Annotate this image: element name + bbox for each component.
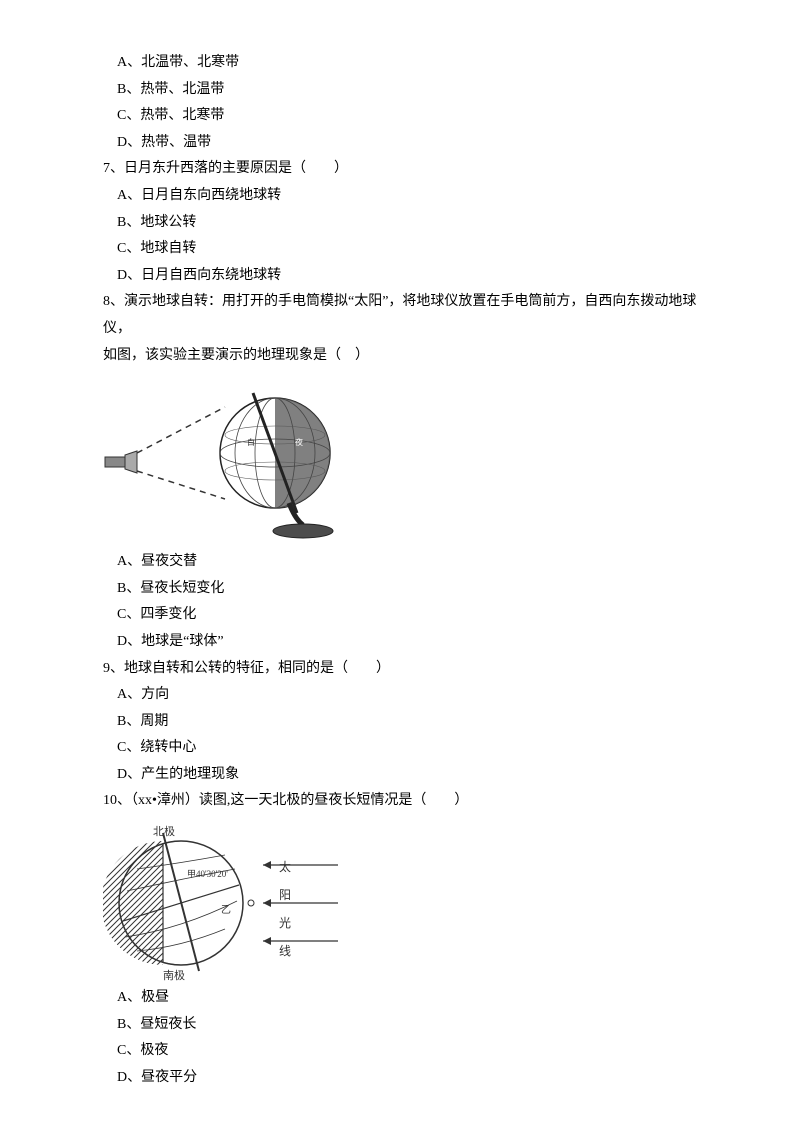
q9-stem: 9、地球自转和公转的特征，相同的是（ ） xyxy=(95,656,705,683)
q10-option-a: A、极昼 xyxy=(95,985,705,1012)
q9-option-c: C、绕转中心 xyxy=(95,735,705,762)
q6-option-d: D、热带、温带 xyxy=(95,130,705,157)
q6-option-c: C、热带、北寒带 xyxy=(95,103,705,130)
q8-stem-line1: 8、演示地球自转：用打开的手电筒模拟“太阳”，将地球仪放置在手电筒前方，自西向东… xyxy=(95,289,705,342)
label-south-pole: 南极 xyxy=(163,968,185,981)
svg-text:乙: 乙 xyxy=(221,904,231,916)
svg-text:夜: 夜 xyxy=(295,437,303,447)
q6-option-b: B、热带、北温带 xyxy=(95,77,705,104)
q8-figure: 白 夜 xyxy=(103,375,705,545)
q7-option-c: C、地球自转 xyxy=(95,236,705,263)
q10-figure: 甲40'30'20' 乙 北极 南极 太 阳 光 线 xyxy=(103,821,705,981)
earth-sunlight-diagram: 甲40'30'20' 乙 北极 南极 太 阳 光 线 xyxy=(103,821,353,981)
q10-option-d: D、昼夜平分 xyxy=(95,1065,705,1092)
q8-option-d: D、地球是“球体” xyxy=(95,629,705,656)
q7-option-d: D、日月自西向东绕地球转 xyxy=(95,263,705,290)
q8-option-c: C、四季变化 xyxy=(95,602,705,629)
q9-option-d: D、产生的地理现象 xyxy=(95,762,705,789)
label-sun-4: 线 xyxy=(279,944,291,958)
q9-option-b: B、周期 xyxy=(95,709,705,736)
q8-option-b: B、昼夜长短变化 xyxy=(95,576,705,603)
svg-text:白: 白 xyxy=(247,437,255,447)
label-sun-1: 太 xyxy=(279,859,291,874)
globe-flashlight-diagram: 白 夜 xyxy=(103,375,363,545)
q10-stem: 10、（xx•漳州）读图,这一天北极的昼夜长短情况是（ ） xyxy=(95,788,705,815)
q7-option-a: A、日月自东向西绕地球转 xyxy=(95,183,705,210)
q10-option-b: B、昼短夜长 xyxy=(95,1012,705,1039)
label-sun-3: 光 xyxy=(279,916,291,930)
label-sun-2: 阳 xyxy=(279,888,291,902)
q10-option-c: C、极夜 xyxy=(95,1038,705,1065)
q6-option-a: A、北温带、北寒带 xyxy=(95,50,705,77)
q8-stem-line2: 如图，该实验主要演示的地理现象是（ ） xyxy=(95,343,705,370)
label-north-pole: 北极 xyxy=(153,824,175,838)
q7-option-b: B、地球公转 xyxy=(95,210,705,237)
q9-option-a: A、方向 xyxy=(95,682,705,709)
q7-stem: 7、日月东升西落的主要原因是（ ） xyxy=(95,156,705,183)
svg-text:甲40'30'20': 甲40'30'20' xyxy=(187,869,228,879)
q8-option-a: A、昼夜交替 xyxy=(95,549,705,576)
